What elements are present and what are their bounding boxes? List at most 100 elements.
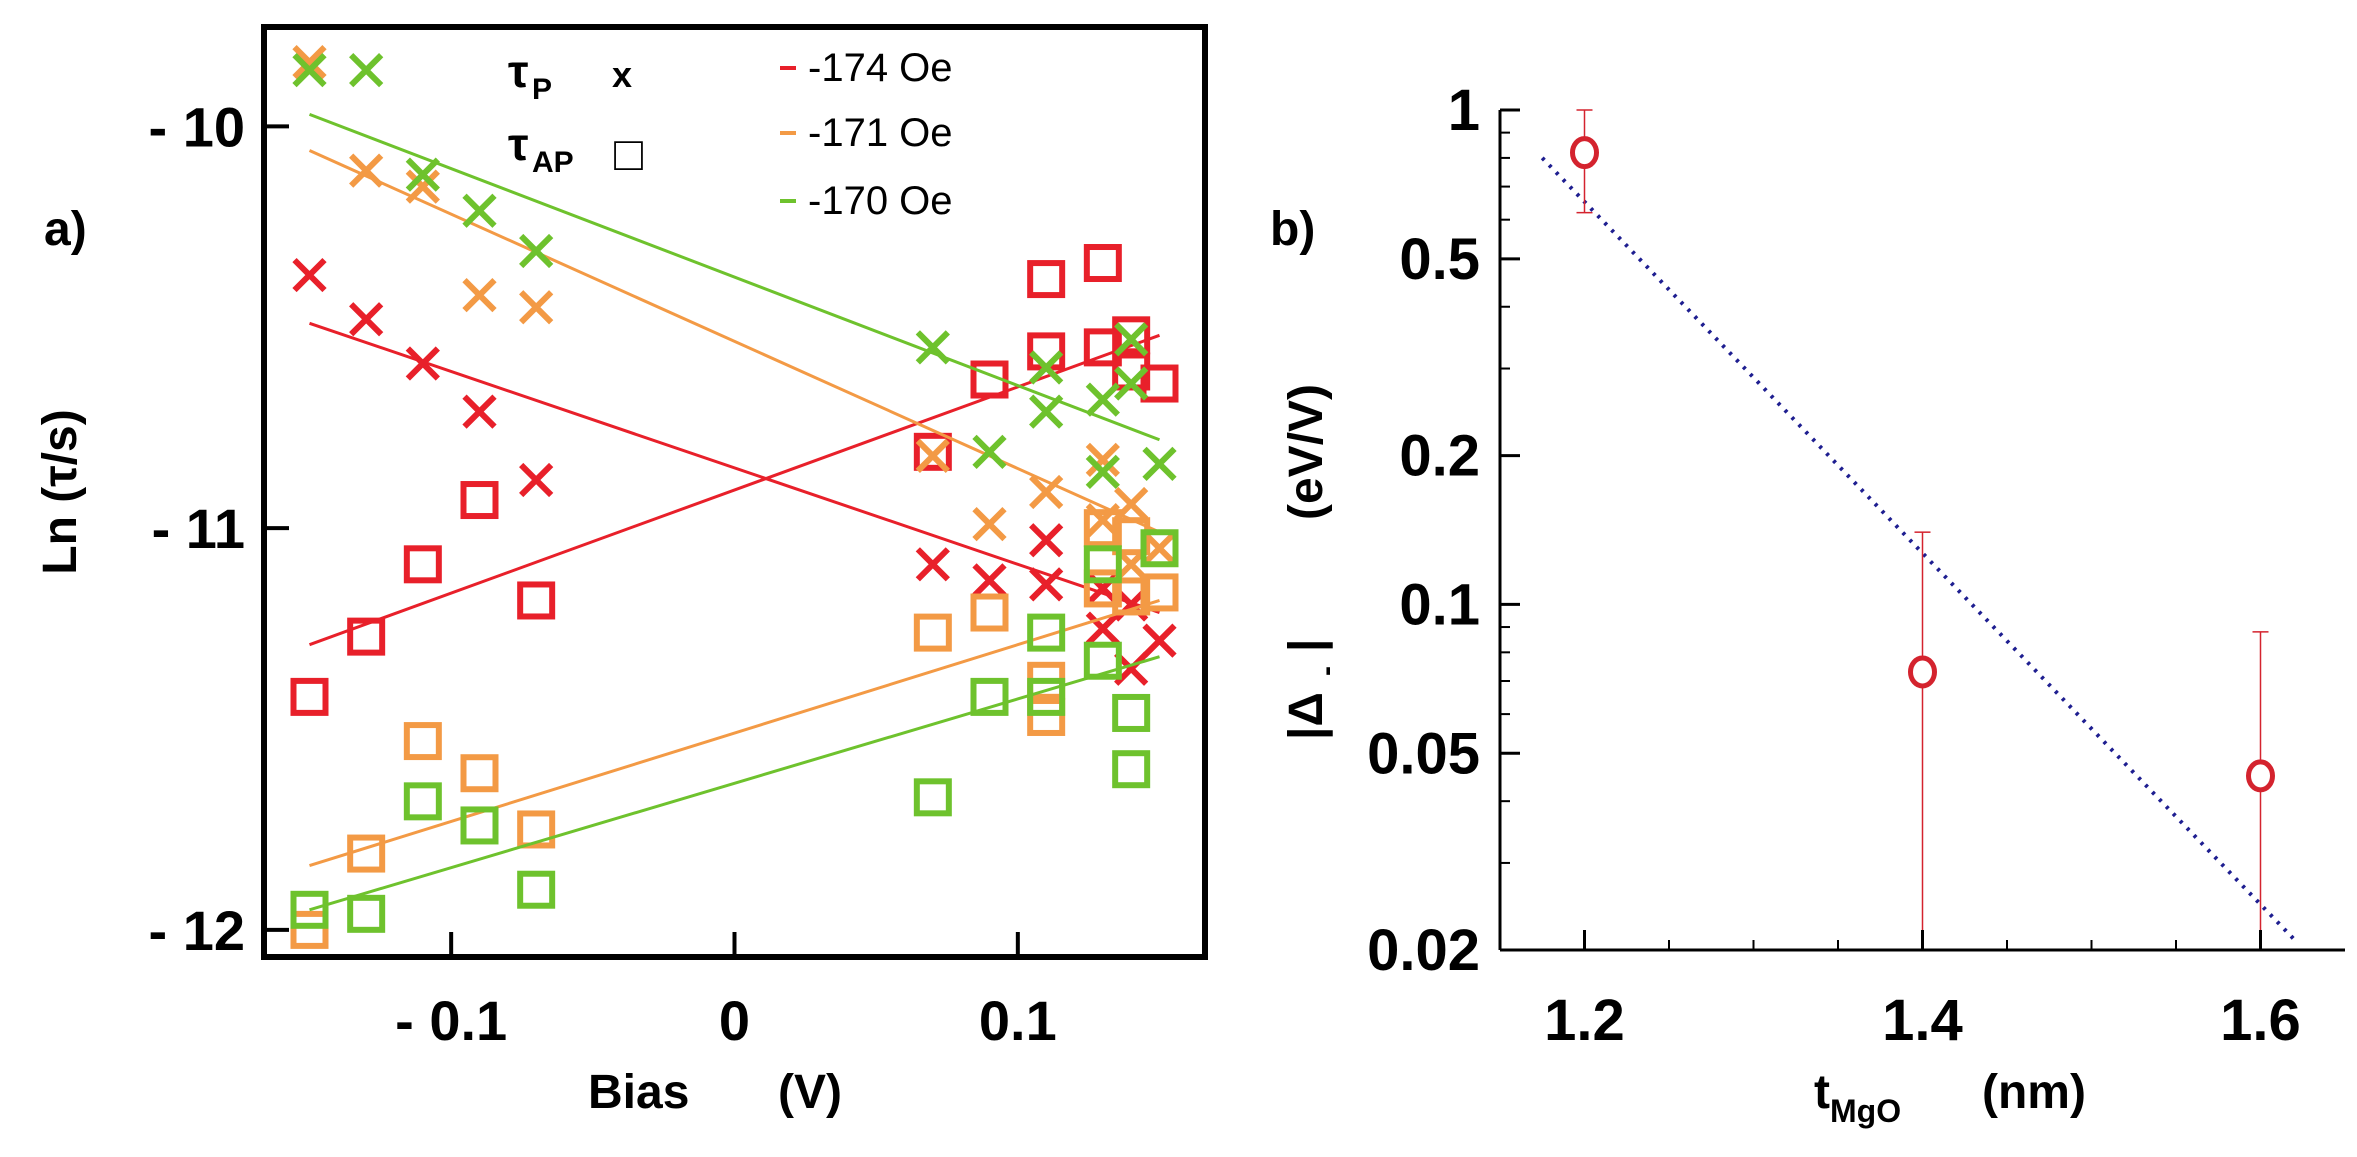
tau-p-point bbox=[1085, 503, 1120, 538]
tau-ap-point bbox=[1140, 364, 1179, 403]
panel-a-ticks bbox=[267, 124, 1020, 954]
tau-ap-point bbox=[347, 894, 386, 933]
tau-ap-point bbox=[460, 806, 499, 845]
tau-p-point bbox=[462, 394, 497, 429]
panel-b-y-axis-subscript: - bbox=[1310, 666, 1343, 676]
tau-ap-point bbox=[347, 834, 386, 873]
tau-p-point bbox=[1029, 394, 1064, 429]
tau-ap-point bbox=[460, 481, 499, 520]
tau-p-point bbox=[915, 438, 950, 473]
legend-entry-170: -170 Oe bbox=[808, 179, 953, 223]
legend-entry-171: -171 Oe bbox=[808, 111, 953, 155]
tau-ap-point bbox=[1112, 316, 1151, 355]
tau-p-point bbox=[972, 563, 1007, 598]
panel-b-y-tick-label: 0.1 bbox=[1399, 572, 1480, 637]
tau-ap-point bbox=[1027, 260, 1066, 299]
tau-ap-point bbox=[403, 782, 442, 821]
tau-ap-marker-symbol: □ bbox=[614, 128, 643, 181]
tau-p-point bbox=[1029, 567, 1064, 602]
tau-p-point bbox=[1142, 623, 1177, 658]
tau-ap-point bbox=[970, 593, 1009, 632]
panel-a-plot-area bbox=[290, 45, 1179, 949]
tau-ap-point bbox=[1083, 328, 1122, 367]
tau-ap-point bbox=[1140, 529, 1179, 568]
tau-ap-point bbox=[1112, 750, 1151, 789]
panel-b-plot-area bbox=[1540, 109, 2296, 951]
tau-ap-point bbox=[1083, 569, 1122, 608]
tau-p-point bbox=[1114, 322, 1149, 357]
legend-entry-174: -174 Oe bbox=[808, 46, 953, 90]
panel-a-x-axis-unit: (V) bbox=[778, 1066, 842, 1119]
tau-p-point bbox=[1085, 454, 1120, 490]
tau-p-point bbox=[1085, 611, 1120, 646]
panel-b-y-axis-unit: (eV/V) bbox=[1280, 384, 1333, 520]
tau-p-point bbox=[1114, 486, 1149, 522]
tau-p-point bbox=[1142, 446, 1177, 481]
panel-a-x-tick-label: 0 bbox=[719, 989, 750, 1052]
tau-p-subscript: P bbox=[532, 73, 552, 106]
tau-ap-point bbox=[517, 810, 556, 849]
tau-p-point bbox=[405, 169, 440, 204]
tau-ap-point bbox=[460, 754, 499, 793]
tau-p-point bbox=[349, 53, 384, 88]
tau-ap-point bbox=[517, 870, 556, 909]
panel-b-y-tick-label: 0.5 bbox=[1399, 227, 1480, 292]
tau-p-point bbox=[519, 233, 554, 269]
tau-ap-point bbox=[913, 613, 952, 652]
tau-ap-point bbox=[970, 677, 1009, 716]
panel-b-y-tick-label: 0.2 bbox=[1399, 424, 1480, 489]
tau-p-point bbox=[1085, 442, 1120, 477]
tau-p-point bbox=[1142, 531, 1177, 566]
tau-ap-point bbox=[1083, 509, 1122, 548]
panel-b-y-tick-label: 0.05 bbox=[1367, 721, 1480, 786]
tau-ap-point bbox=[403, 545, 442, 584]
fit-line-ap-2 bbox=[309, 655, 1160, 912]
tau-ap-point bbox=[290, 890, 329, 929]
tau-p-point bbox=[1029, 523, 1064, 558]
tau-p-point bbox=[405, 346, 440, 381]
panel-a-frame bbox=[261, 24, 1208, 960]
tau-ap-point bbox=[1112, 693, 1151, 732]
panel-a-label: a) bbox=[44, 203, 87, 256]
panel-b-x-axis-label: t bbox=[1814, 1066, 1830, 1119]
tau-p-point bbox=[972, 507, 1007, 542]
tau-ap-symbol: τ bbox=[508, 118, 529, 170]
fit-line-p-1 bbox=[308, 149, 1161, 534]
tau-ap-point bbox=[290, 677, 329, 716]
panel-a-y-tick-label: - 10 bbox=[149, 95, 246, 158]
tau-p-symbol: τ bbox=[508, 45, 529, 97]
panel-b-y-tick-label: 1 bbox=[1448, 78, 1480, 143]
tau-p-point bbox=[462, 278, 497, 313]
tau-p-point bbox=[1029, 350, 1064, 385]
tau-p-point bbox=[349, 302, 384, 337]
panel-a-x-tick-label: - 0.1 bbox=[395, 989, 507, 1052]
panel-b-data-point bbox=[2246, 759, 2275, 793]
tau-p-point bbox=[519, 290, 554, 325]
tau-ap-point bbox=[1083, 641, 1122, 680]
fit-line-p-0 bbox=[309, 321, 1160, 614]
panel-a-y-tick-label: - 11 bbox=[152, 497, 245, 560]
tau-ap-subscript: AP bbox=[532, 146, 574, 179]
tau-ap-point bbox=[1027, 332, 1066, 371]
tau-p-point bbox=[915, 330, 950, 365]
panel-b-x-axis-unit: (nm) bbox=[1982, 1066, 2086, 1119]
panel-a-y-axis-label: Ln (τ/s) bbox=[34, 409, 87, 574]
panel-b-ticks bbox=[1500, 108, 2262, 952]
tau-p-point bbox=[292, 257, 327, 293]
panel-b-x-tick-label: 1.2 bbox=[1544, 988, 1625, 1053]
tau-ap-point bbox=[1112, 577, 1151, 616]
tau-ap-point bbox=[1027, 677, 1066, 716]
tau-p-point bbox=[349, 153, 384, 188]
panel-a-x-axis-label: Bias bbox=[588, 1066, 689, 1119]
tau-ap-point bbox=[1140, 573, 1179, 612]
tau-p-point bbox=[1085, 382, 1120, 417]
panel-b-x-axis-subscript: MgO bbox=[1830, 1093, 1901, 1129]
panel-b-data-point bbox=[1570, 136, 1599, 170]
panel-b-fit-line bbox=[1540, 156, 2296, 941]
panel-b-label: b) bbox=[1270, 203, 1315, 256]
tau-p-point bbox=[915, 547, 950, 582]
tau-p-point bbox=[972, 434, 1007, 469]
marker-key: τ P x τ AP □ bbox=[508, 45, 643, 181]
panel-b-data-point bbox=[1908, 655, 1937, 689]
tau-ap-point bbox=[913, 432, 952, 471]
